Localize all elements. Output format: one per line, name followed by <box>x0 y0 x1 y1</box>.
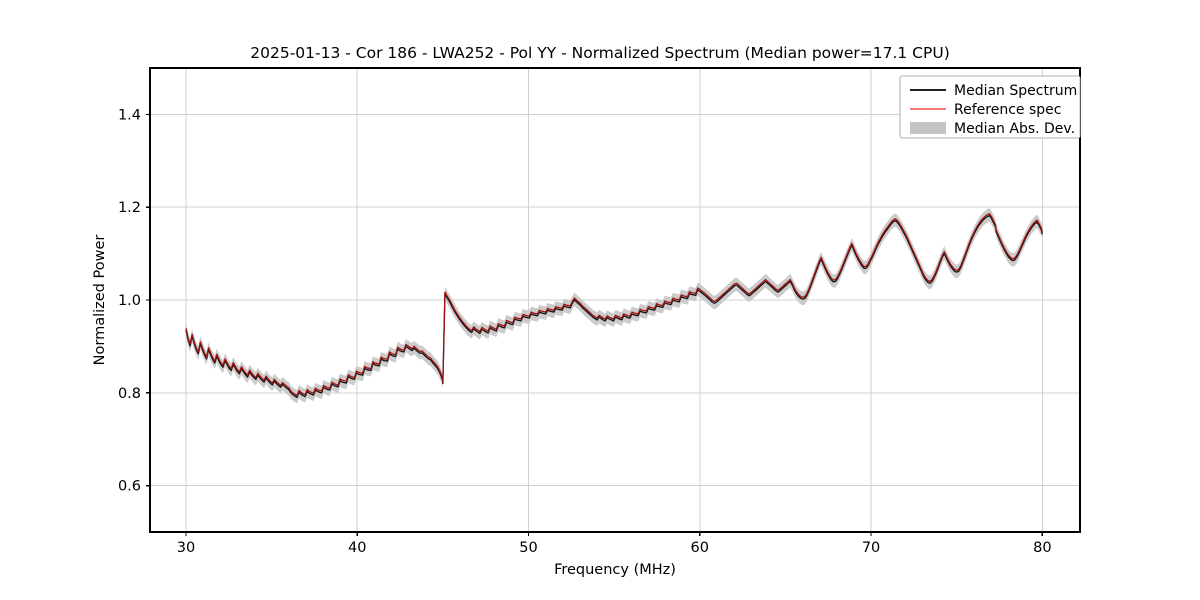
x-tick-label: 60 <box>691 540 709 556</box>
x-tick-label: 40 <box>348 540 366 556</box>
series-reference-spec <box>185 213 1043 397</box>
y-tick-label: 1.2 <box>118 200 141 216</box>
legend-label: Median Spectrum <box>954 83 1077 99</box>
x-axis-label: Frequency (MHz) <box>554 562 676 578</box>
y-axis-label: Normalized Power <box>92 235 108 366</box>
axis-ticks: 30 40 50 60 70 80 0.6 0.8 1.0 1.2 1.4 <box>118 107 1052 556</box>
legend: Median Spectrum Reference spec Median Abs.… <box>899 75 1081 139</box>
median-abs-dev-band <box>185 208 1043 404</box>
x-tick-label: 70 <box>862 540 880 556</box>
y-tick-label: 0.6 <box>118 479 141 495</box>
chart-title: 2025-01-13 - Cor 186 - LWA252 - Pol YY -… <box>250 44 950 62</box>
series-median-spectrum <box>185 214 1043 399</box>
x-tick-label: 50 <box>519 540 537 556</box>
legend-label: Median Abs. Dev. <box>954 121 1075 137</box>
y-tick-label: 1.4 <box>118 107 141 123</box>
legend-swatch-band <box>910 122 946 134</box>
x-tick-label: 80 <box>1033 540 1051 556</box>
y-tick-label: 0.8 <box>118 386 141 402</box>
y-tick-label: 1.0 <box>118 293 141 309</box>
x-tick-label: 30 <box>177 540 195 556</box>
legend-label: Reference spec <box>954 102 1061 118</box>
